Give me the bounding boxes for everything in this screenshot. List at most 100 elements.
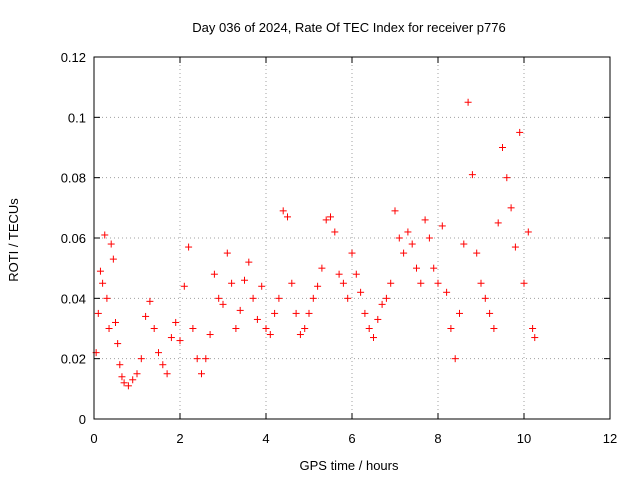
data-point <box>236 306 244 314</box>
x-axis-label: GPS time / hours <box>300 458 399 473</box>
data-point <box>417 279 425 287</box>
data-point <box>155 349 162 357</box>
data-point <box>146 297 154 305</box>
data-point <box>503 174 511 182</box>
data-point <box>253 315 261 323</box>
data-point <box>507 204 515 212</box>
data-point <box>318 264 326 272</box>
data-point <box>150 325 158 332</box>
data-point <box>430 264 438 272</box>
data-point <box>223 249 231 257</box>
plot-area-frame <box>93 56 611 420</box>
chart-title: Day 036 of 2024, Rate Of TEC Index for r… <box>192 20 505 35</box>
data-point <box>322 216 330 224</box>
axis-ticks: 0 2 4 6 8 10 12 0 0.02 0.04 0.06 0.08 0.1 0.12 <box>61 50 618 446</box>
data-point <box>365 325 373 332</box>
data-point <box>114 340 122 348</box>
data-point <box>120 379 128 387</box>
data-point <box>314 282 322 290</box>
data-point <box>112 318 119 326</box>
data-point <box>408 240 416 248</box>
data-point <box>249 294 257 302</box>
data-point <box>103 294 111 302</box>
data-point <box>215 294 223 302</box>
y-tick-label: 0.08 <box>61 171 86 186</box>
data-point <box>275 294 283 302</box>
data-point <box>107 240 115 248</box>
data-point <box>176 337 184 345</box>
x-tick-label: 0 <box>90 431 97 446</box>
data-point <box>116 361 124 369</box>
data-point <box>404 228 412 236</box>
data-point <box>296 331 304 339</box>
data-point <box>529 325 537 332</box>
data-point <box>382 294 390 302</box>
y-tick-label: 0.12 <box>61 50 86 65</box>
data-point <box>301 325 309 332</box>
data-point <box>447 325 455 332</box>
data-point <box>477 279 485 287</box>
data-point <box>464 98 472 106</box>
x-tick-label: 4 <box>262 431 269 446</box>
data-point <box>210 270 218 278</box>
data-point <box>490 325 498 332</box>
y-tick-label: 0.02 <box>61 352 86 367</box>
data-point <box>425 234 433 242</box>
data-point <box>96 267 104 275</box>
data-point <box>284 213 291 221</box>
data-point <box>180 282 188 290</box>
data-point <box>288 279 296 287</box>
grid-lines <box>94 57 610 419</box>
data-point <box>499 144 506 151</box>
data-point <box>118 373 126 381</box>
x-tick-label: 10 <box>517 431 531 446</box>
data-point <box>352 270 360 278</box>
data-point <box>339 279 347 287</box>
data-point <box>391 207 399 215</box>
data-point <box>357 288 365 296</box>
data-point <box>262 325 270 332</box>
data-point <box>331 228 339 236</box>
data-point <box>524 228 532 236</box>
data-points <box>92 98 539 390</box>
data-point <box>443 288 451 296</box>
data-point <box>159 361 167 369</box>
data-point <box>193 355 201 363</box>
data-point <box>374 315 382 323</box>
y-tick-label: 0.1 <box>68 110 86 125</box>
data-point <box>198 370 205 378</box>
data-point <box>172 318 180 326</box>
data-point <box>99 279 107 287</box>
data-point <box>361 309 369 317</box>
data-point <box>516 128 524 136</box>
data-point <box>232 325 240 332</box>
data-point <box>129 376 137 384</box>
x-tick-label: 8 <box>434 431 441 446</box>
data-point <box>292 309 300 317</box>
data-point <box>344 294 352 302</box>
data-point <box>370 334 377 342</box>
data-point <box>460 240 468 248</box>
data-point <box>185 243 193 251</box>
data-point <box>163 370 171 378</box>
data-point <box>124 382 132 390</box>
data-point <box>101 231 109 239</box>
data-point <box>245 258 253 266</box>
data-point <box>206 331 214 339</box>
y-tick-label: 0.06 <box>61 231 86 246</box>
data-point <box>378 300 386 308</box>
data-point <box>421 216 429 224</box>
data-point <box>531 334 539 342</box>
data-point <box>241 276 248 284</box>
data-point <box>142 312 150 320</box>
data-point <box>481 294 489 302</box>
data-point <box>271 309 279 317</box>
data-point <box>266 331 274 339</box>
data-point <box>486 309 494 317</box>
data-point <box>520 279 528 287</box>
data-point <box>387 279 395 287</box>
data-point <box>327 213 334 221</box>
data-point <box>305 309 313 317</box>
x-tick-label: 6 <box>348 431 355 446</box>
data-point <box>309 294 317 302</box>
